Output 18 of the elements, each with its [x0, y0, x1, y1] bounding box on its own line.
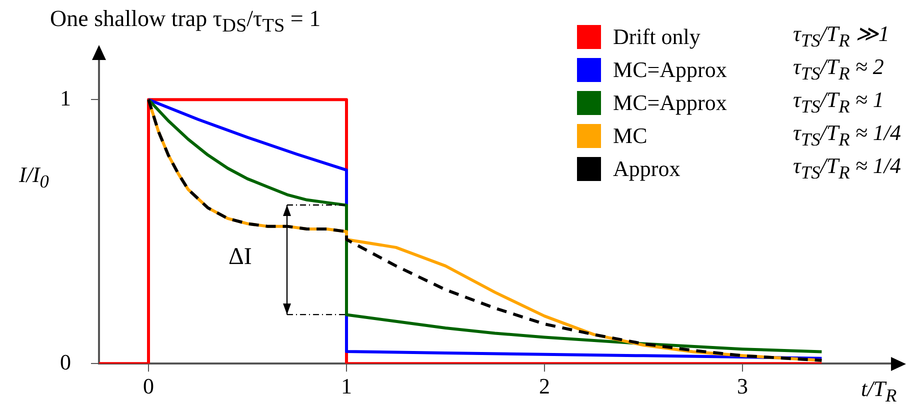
text: τ$_{TS}$/T$_{R}$ ≫1 — [793, 21, 890, 52]
legend-label: MC=Approx — [613, 56, 728, 82]
annotation: ΔI — [228, 244, 252, 271]
x-tick-label: 3 — [737, 374, 748, 399]
y-axis-title: I/I$_{0}$ — [19, 162, 49, 192]
legend-label: MC=Approx — [613, 90, 728, 116]
annotation: τ$_{TS}$/T$_{R}$ ≈ 2 — [793, 54, 884, 85]
annotation: τ$_{TS}$/T$_{R}$ ≈ 1 — [793, 87, 884, 118]
x-tick-label: 1 — [341, 374, 352, 399]
legend-label: MC — [613, 122, 648, 148]
legend-label: Drift only — [613, 24, 702, 50]
annotation: τ$_{TS}$/T$_{R}$ ≈ 1/4 — [793, 153, 901, 184]
legend-label: Approx — [613, 156, 682, 182]
x-axis-title: t/T$_{R}$ — [861, 376, 897, 406]
chart-title: One shallow trap τ$_{DS}$/τ$_{TS}$ = 1 — [50, 6, 321, 38]
annotation: τ$_{TS}$/T$_{R}$ ≈ 1/4 — [793, 120, 901, 151]
x-tick-label: 0 — [143, 374, 154, 399]
x-tick-label: 2 — [539, 374, 550, 399]
